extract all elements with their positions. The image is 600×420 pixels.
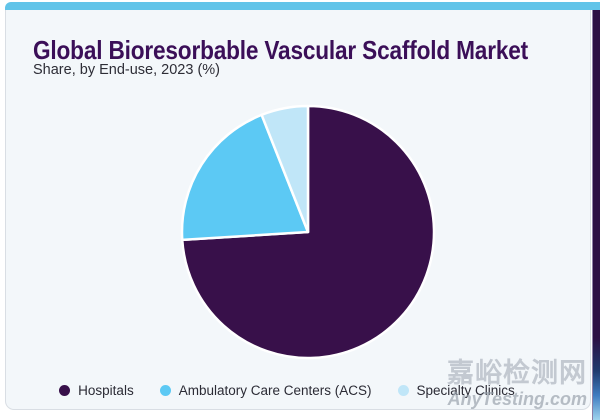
pie-slice-ambulatory-care-centers-acs [180,113,310,242]
legend-item-specialty-clinics: Specialty Clinics [397,383,515,398]
legend-label: Hospitals [78,383,134,398]
legend-label: Specialty Clinics [416,383,515,398]
right-page-edge-strip [592,10,600,420]
legend-item-hospitals: Hospitals [59,383,134,398]
pie-chart [179,103,437,361]
chart-legend: Hospitals Ambulatory Care Centers (ACS) … [11,383,597,398]
legend-label: Ambulatory Care Centers (ACS) [178,383,372,398]
legend-dot-ambulatory-care-centers [159,385,171,396]
chart-title: Global Bioresorbable Vascular Scaffold M… [33,35,529,65]
legend-dot-hospitals [59,385,71,396]
pie-slice-specialty-clinics [260,104,310,234]
legend-item-ambulatory-care-centers: Ambulatory Care Centers (ACS) [159,383,372,398]
chart-subtitle: Share, by End-use, 2023 (%) [33,62,220,78]
chart-card: Global Bioresorbable Vascular Scaffold M… [5,10,591,410]
pie-chart-svg [180,104,436,360]
card-accent-bar [5,2,600,10]
legend-dot-specialty-clinics [397,385,409,396]
